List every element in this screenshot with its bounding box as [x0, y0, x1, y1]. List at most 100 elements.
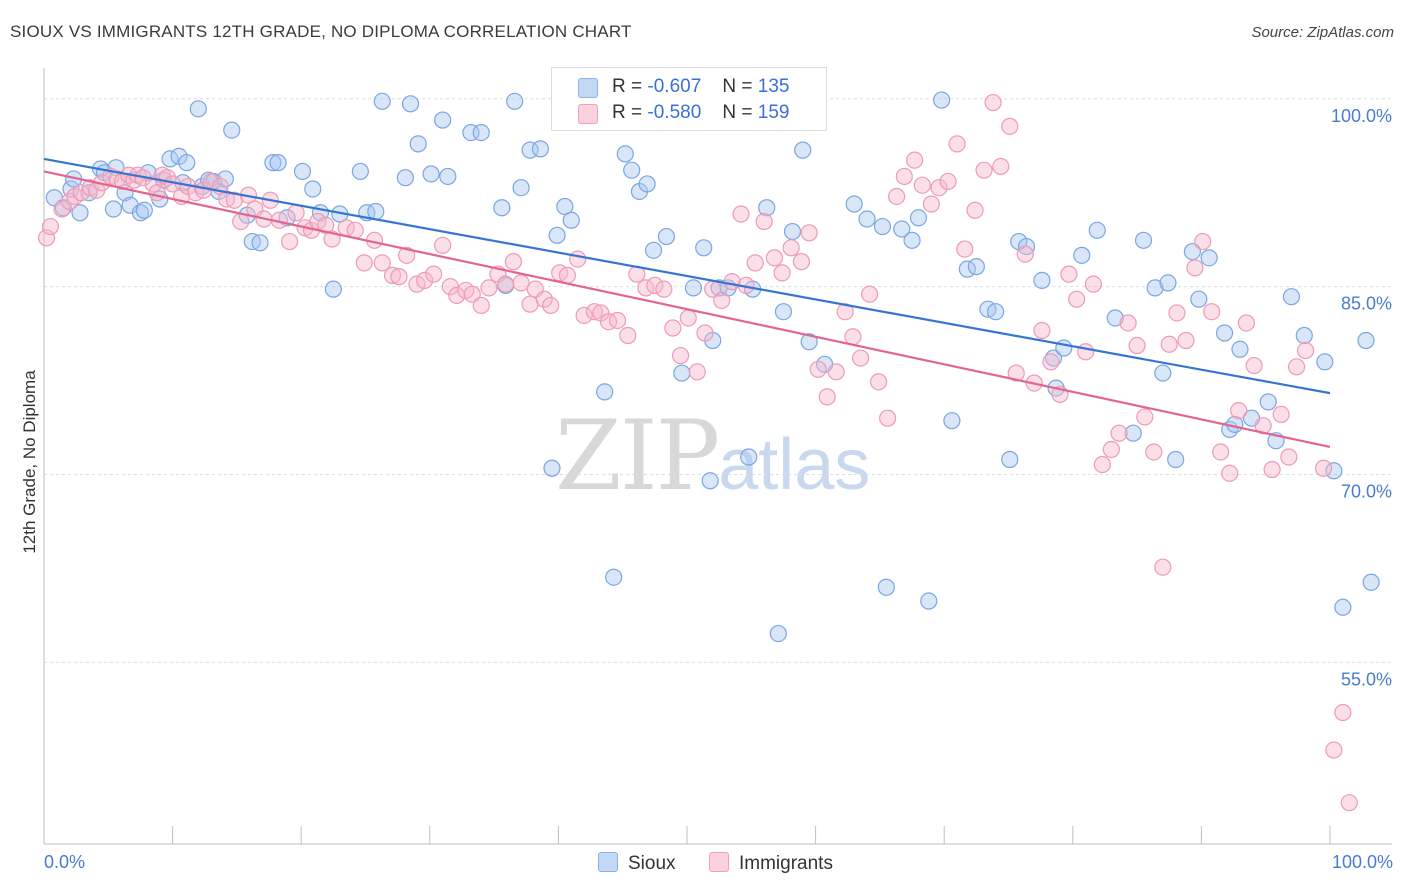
sioux-point	[472, 124, 490, 142]
immigrants-point	[232, 212, 250, 231]
immigrants-point	[512, 274, 530, 292]
sioux-point	[1282, 288, 1301, 306]
sioux-point	[1167, 450, 1185, 469]
immigrants-point	[1154, 558, 1172, 576]
sioux-point	[434, 111, 452, 129]
sioux-point	[512, 179, 530, 197]
immigrants-point	[1296, 341, 1315, 360]
y-tick-label: 85.0%	[1341, 294, 1392, 314]
immigrants-point	[679, 309, 697, 327]
immigrants-point	[1212, 443, 1230, 461]
sioux-point	[531, 140, 549, 158]
sioux-point	[774, 303, 793, 321]
sioux-point	[351, 162, 369, 181]
sioux-point	[943, 412, 961, 430]
immigrants-point	[1128, 336, 1146, 355]
immigrants-point	[792, 253, 811, 271]
sioux-point	[422, 165, 440, 183]
sioux-point	[135, 201, 153, 219]
series-legend: Sioux Immigrants	[0, 852, 1406, 878]
sioux-point	[616, 145, 634, 163]
sioux-point	[605, 568, 623, 586]
immigrants-point	[1177, 331, 1195, 350]
sioux-point	[543, 459, 561, 477]
sioux-point	[1190, 290, 1208, 308]
immigrants-point	[888, 187, 906, 206]
immigrants-point	[317, 216, 335, 234]
immigrants-point	[646, 276, 664, 295]
immigrants-point	[906, 151, 924, 169]
watermark-zip: ZIP	[555, 400, 720, 512]
series-legend-sioux[interactable]: Sioux	[598, 852, 676, 875]
immigrants-point	[575, 306, 593, 325]
sioux-point	[877, 578, 895, 596]
sioux-point	[409, 135, 427, 153]
immigrants-point	[585, 303, 604, 321]
immigrants-point	[1221, 464, 1239, 482]
sioux-point	[189, 100, 207, 118]
sioux-point	[1334, 598, 1352, 616]
immigrants-point	[619, 326, 637, 345]
sioux-point	[1124, 424, 1142, 442]
series-legend-immigrants[interactable]: Immigrants	[709, 852, 833, 875]
immigrants-point	[1093, 455, 1111, 474]
legend-n-value-immigrants: 159	[757, 102, 790, 123]
immigrants-point	[504, 253, 522, 271]
sioux-point	[1362, 573, 1380, 591]
immigrants-point	[1340, 794, 1358, 812]
immigrants-point	[1263, 460, 1281, 479]
immigrants-point	[148, 184, 166, 202]
immigrants-point	[1194, 232, 1212, 251]
immigrants-point	[870, 373, 888, 391]
sioux-point	[1088, 221, 1106, 239]
sioux-point	[858, 210, 876, 228]
sioux-point	[223, 121, 241, 139]
sioux-point	[638, 175, 656, 193]
sioux-point	[794, 141, 812, 159]
immigrants-point	[818, 388, 836, 406]
immigrants-point	[930, 179, 948, 197]
sioux-point	[893, 220, 911, 238]
immigrants-point	[390, 268, 408, 286]
immigrants-point	[732, 205, 750, 223]
sioux-point	[373, 92, 391, 110]
sioux-point	[264, 154, 282, 172]
immigrants-point	[956, 240, 974, 258]
immigrants-point	[1102, 440, 1120, 459]
x-tick-label-min: 0.0%	[44, 852, 86, 872]
immigrants-point	[852, 349, 870, 367]
immigrants-point	[765, 249, 784, 267]
y-tick-label: 100.0%	[1331, 106, 1392, 126]
sioux-point	[556, 197, 574, 216]
immigrants-point	[480, 279, 498, 297]
immigrants-point	[1280, 448, 1298, 466]
immigrants-point	[355, 254, 373, 272]
sioux-point	[800, 333, 818, 351]
immigrants-point	[844, 328, 862, 346]
sioux-point	[493, 199, 511, 217]
legend-text-immigrants: R = -0.580 N = 159	[612, 102, 789, 124]
immigrants-point	[948, 135, 966, 153]
immigrants-point	[664, 319, 682, 337]
sioux-point	[783, 222, 802, 241]
immigrants-point	[497, 275, 515, 293]
immigrants-point	[1168, 304, 1186, 322]
immigrants-point	[1272, 405, 1290, 424]
legend-r-value-immigrants: -0.580	[647, 102, 702, 123]
immigrants-point	[1203, 303, 1221, 321]
sioux-point	[1215, 324, 1234, 342]
legend-n-label: N =	[722, 102, 753, 123]
sioux-point	[657, 227, 676, 246]
immigrants-point	[827, 363, 845, 381]
x-tick-label-max: 100.0%	[1331, 852, 1393, 872]
sioux-point	[269, 154, 287, 172]
stats-legend: R = -0.607 N = 135 R = -0.580 N = 159	[551, 67, 827, 131]
immigrants-point	[755, 212, 773, 231]
legend-swatch-sioux	[578, 78, 598, 98]
sioux-point	[1033, 271, 1051, 289]
sioux-point	[1325, 462, 1343, 480]
sioux-point	[1200, 249, 1218, 267]
sioux-point	[596, 383, 614, 401]
immigrants-point	[1334, 703, 1352, 722]
sioux-point	[304, 180, 322, 198]
